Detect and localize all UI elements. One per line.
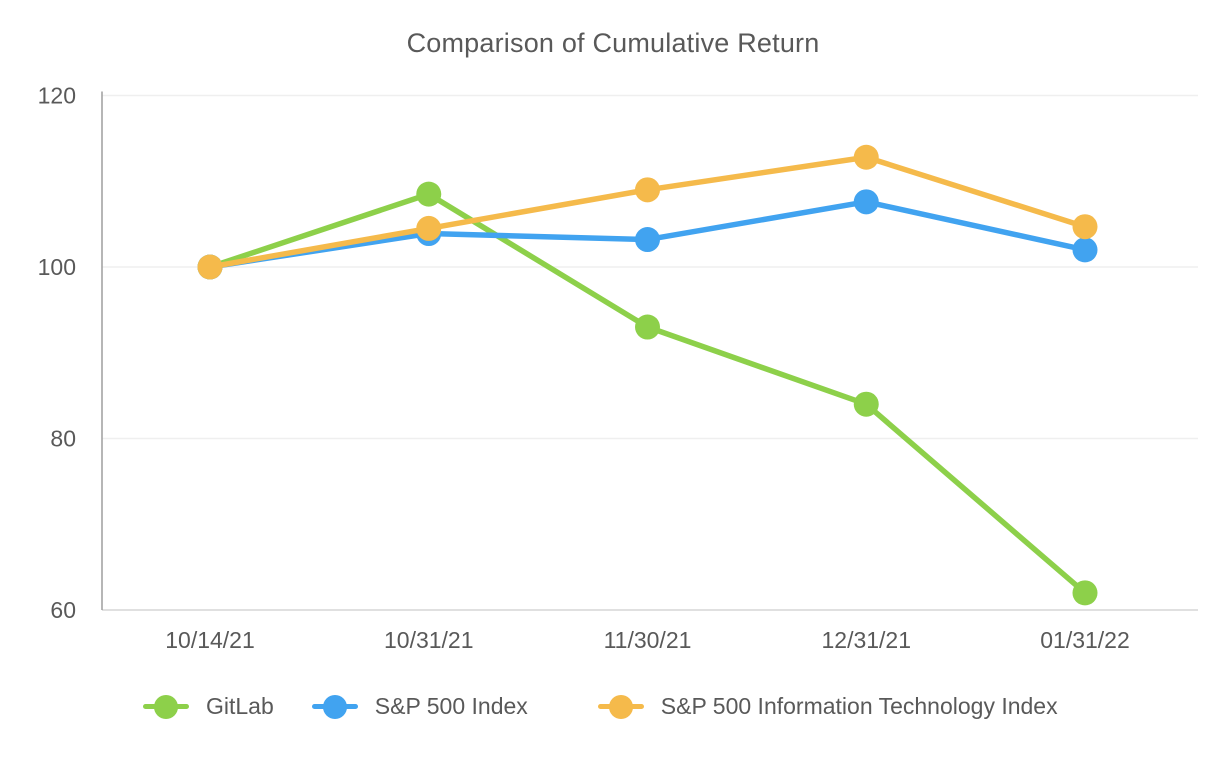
legend-label-sp500: S&P 500 Index [374,693,528,719]
data-point [416,215,442,241]
y-tick-label: 60 [50,597,76,623]
y-tick-label: 120 [38,83,76,109]
legend-item-gitlab: GitLab [143,693,274,720]
data-point [635,177,660,203]
x-tick-label: 12/31/21 [821,627,911,653]
legend-marker-icon [597,694,644,720]
y-tick-label: 100 [38,254,76,280]
x-tick-label: 10/14/21 [165,627,255,653]
data-point [853,144,879,170]
x-tick-label: 10/31/21 [384,627,474,653]
data-point [1072,237,1098,263]
x-tick-label: 11/30/21 [604,627,692,653]
legend-label-sp500-it: S&P 500 Information Technology Index [660,693,1058,719]
data-point [635,314,660,340]
legend-item-sp500: S&P 500 Index [311,693,528,720]
legend-marker-icon [143,694,189,720]
data-point [1072,214,1098,240]
y-tick-label: 80 [50,426,76,452]
legend: GitLab S&P 500 Index S&P 500 Information… [143,693,1058,720]
chart-title: Comparison of Cumulative Return [406,28,820,58]
data-point [853,391,879,417]
data-point [853,189,879,215]
data-point [416,181,442,207]
legend-marker-icon [311,694,358,720]
data-point [1072,580,1098,606]
x-tick-label: 01/31/22 [1040,627,1130,653]
series-line [207,191,1088,596]
legend-label-gitlab: GitLab [206,693,274,719]
data-point [635,227,660,253]
legend-item-sp500-it: S&P 500 Information Technology Index [597,693,1058,720]
data-point [197,254,223,280]
